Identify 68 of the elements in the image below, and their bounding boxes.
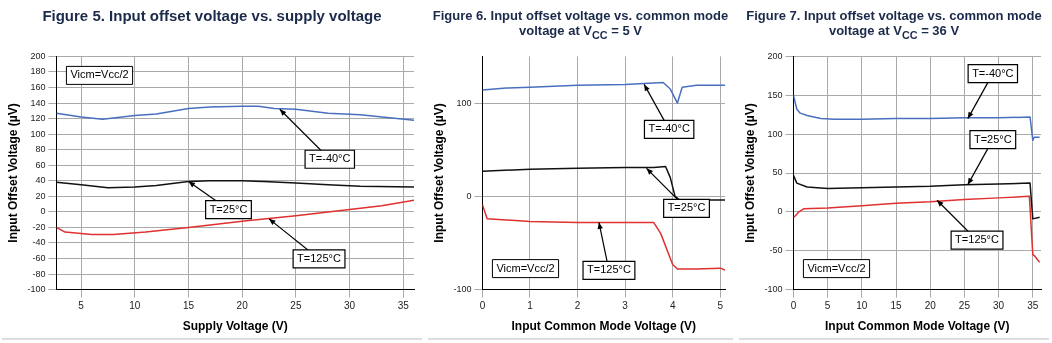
y-axis-title: Input Offset Voltage (µV) xyxy=(742,103,757,243)
x-tick-label: 10 xyxy=(856,300,868,312)
annotation: T=125°C xyxy=(587,263,631,276)
y-tick-label: 40 xyxy=(35,175,46,186)
x-tick-label: 5 xyxy=(824,300,831,312)
y-tick-label: 100 xyxy=(30,128,46,139)
x-tick-label: 35 xyxy=(1027,300,1039,312)
x-tick-label: 2 xyxy=(574,300,581,312)
y-tick-label: -80 xyxy=(32,268,46,279)
x-tick-label: 3 xyxy=(622,300,629,312)
y-tick-label: 80 xyxy=(35,144,46,155)
y-tick-label: 120 xyxy=(30,113,46,124)
annotation: T=25°C xyxy=(973,132,1012,145)
x-axis-title: Input Common Mode Voltage (V) xyxy=(824,319,1010,334)
x-tick-label: 5 xyxy=(78,300,85,312)
x-tick-label: 5 xyxy=(717,300,724,312)
y-tick-label: 140 xyxy=(30,97,46,108)
y-tick-label: 50 xyxy=(772,167,783,178)
y-axis-title: Input Offset Voltage (µV) xyxy=(431,103,446,243)
chart-title: Figure 5. Input offset voltage vs. supply voltage xyxy=(41,6,383,26)
y-tick-label: 150 xyxy=(767,89,783,100)
y-tick-label: -60 xyxy=(32,252,46,263)
x-tick-label: 20 xyxy=(236,300,249,312)
chart-title: Figure 7. Input offset voltage vs. common mode voltage at V$_{CC}$ = 36 V xyxy=(745,7,1043,43)
annotation: T=125°C xyxy=(297,251,342,264)
x-tick-label: 0 xyxy=(790,300,797,312)
x-axis-title: Supply Voltage (V) xyxy=(182,319,288,334)
y-tick-label: 0 xyxy=(777,206,783,217)
y-tick-label: -40 xyxy=(32,237,46,248)
y-tick-label: 180 xyxy=(30,66,46,77)
annotation: T=-40°C xyxy=(309,152,351,165)
x-tick-label: 35 xyxy=(397,300,410,312)
x-tick-label: 0 xyxy=(479,300,486,312)
y-tick-label: 200 xyxy=(30,50,46,61)
y-tick-label: 20 xyxy=(35,190,46,201)
y-tick-label: -20 xyxy=(32,221,46,232)
x-tick-label: 30 xyxy=(993,300,1005,312)
x-tick-label: 15 xyxy=(890,300,902,312)
chart-title: Figure 6. Input offset voltage vs. common mode voltage at V$_{CC}$ = 5 V xyxy=(431,7,730,43)
x-tick-label: 15 xyxy=(182,300,195,312)
y-tick-label: 160 xyxy=(30,81,46,92)
x-tick-label: 20 xyxy=(924,300,937,312)
annotation: T=25°C xyxy=(667,201,706,214)
annotation: Vicm=Vcc/2 xyxy=(496,261,555,274)
annotation: T=25°C xyxy=(209,202,248,215)
y-tick-label: 100 xyxy=(456,97,472,108)
y-axis-title: Input Offset Voltage (µV) xyxy=(5,103,20,243)
x-tick-label: 4 xyxy=(669,300,676,312)
x-tick-label: 1 xyxy=(527,300,534,312)
annotation: T=125°C xyxy=(955,233,1000,246)
y-tick-label: -50 xyxy=(769,245,783,256)
y-tick-label: 0 xyxy=(40,206,46,217)
y-tick-label: 100 xyxy=(767,128,783,139)
annotation: Vicm=Vcc/2 xyxy=(807,261,866,274)
y-tick-label: -100 xyxy=(764,284,783,295)
annotation: T=-40°C xyxy=(648,122,690,135)
x-tick-label: 30 xyxy=(344,300,356,312)
x-tick-label: 25 xyxy=(290,300,302,312)
y-tick-label: 200 xyxy=(767,50,783,61)
annotation: T=-40°C xyxy=(972,66,1014,79)
y-tick-label: 60 xyxy=(35,159,46,170)
x-tick-label: 25 xyxy=(958,300,971,312)
y-tick-label: -100 xyxy=(27,284,46,295)
y-tick-label: 0 xyxy=(466,190,472,201)
x-axis-title: Input Common Mode Voltage (V) xyxy=(511,319,696,334)
x-tick-label: 10 xyxy=(129,300,141,312)
annotation: Vicm=Vcc/2 xyxy=(70,68,129,81)
y-tick-label: -100 xyxy=(453,284,472,295)
